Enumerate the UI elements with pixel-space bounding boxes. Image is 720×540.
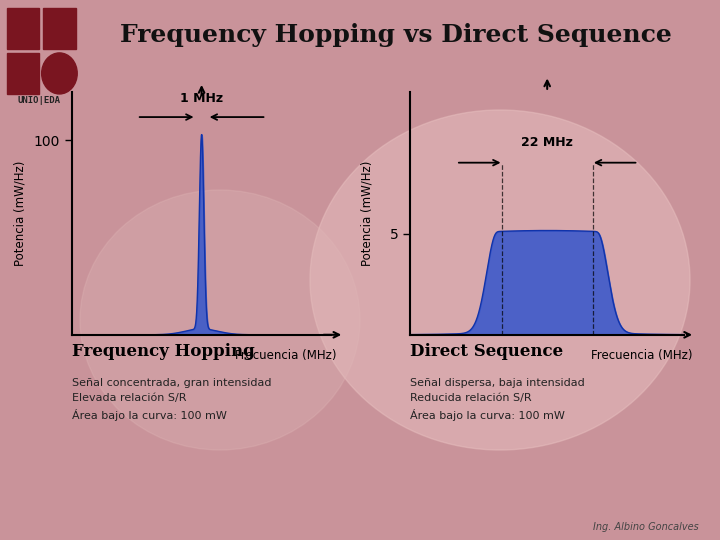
Text: Direct Sequence: Direct Sequence — [410, 343, 564, 360]
Bar — [6, 53, 40, 94]
Bar — [43, 8, 76, 49]
Text: Ing. Albino Goncalves: Ing. Albino Goncalves — [593, 522, 698, 532]
Text: Señal concentrada, gran intensidad
Elevada relación S/R
Área bajo la curva: 100 : Señal concentrada, gran intensidad Eleva… — [72, 378, 271, 421]
Text: 1 MHz: 1 MHz — [180, 92, 223, 105]
Text: Frequency Hopping: Frequency Hopping — [72, 343, 255, 360]
Text: Frecuencia (MHz): Frecuencia (MHz) — [590, 349, 692, 362]
Circle shape — [42, 53, 77, 94]
Text: Señal dispersa, baja intensidad
Reducida relación S/R
Área bajo la curva: 100 mW: Señal dispersa, baja intensidad Reducida… — [410, 378, 585, 421]
Ellipse shape — [310, 110, 690, 450]
Text: Frecuencia (MHz): Frecuencia (MHz) — [235, 349, 336, 362]
Text: UNIO|EDA: UNIO|EDA — [18, 96, 60, 105]
Text: 22 MHz: 22 MHz — [521, 136, 573, 148]
Text: Frequency Hopping vs Direct Sequence: Frequency Hopping vs Direct Sequence — [120, 23, 672, 47]
Bar — [6, 8, 40, 49]
Text: Potencia (mW/Hz): Potencia (mW/Hz) — [14, 160, 27, 266]
Ellipse shape — [80, 190, 360, 450]
Text: Potencia (mW/Hz): Potencia (mW/Hz) — [360, 160, 373, 266]
